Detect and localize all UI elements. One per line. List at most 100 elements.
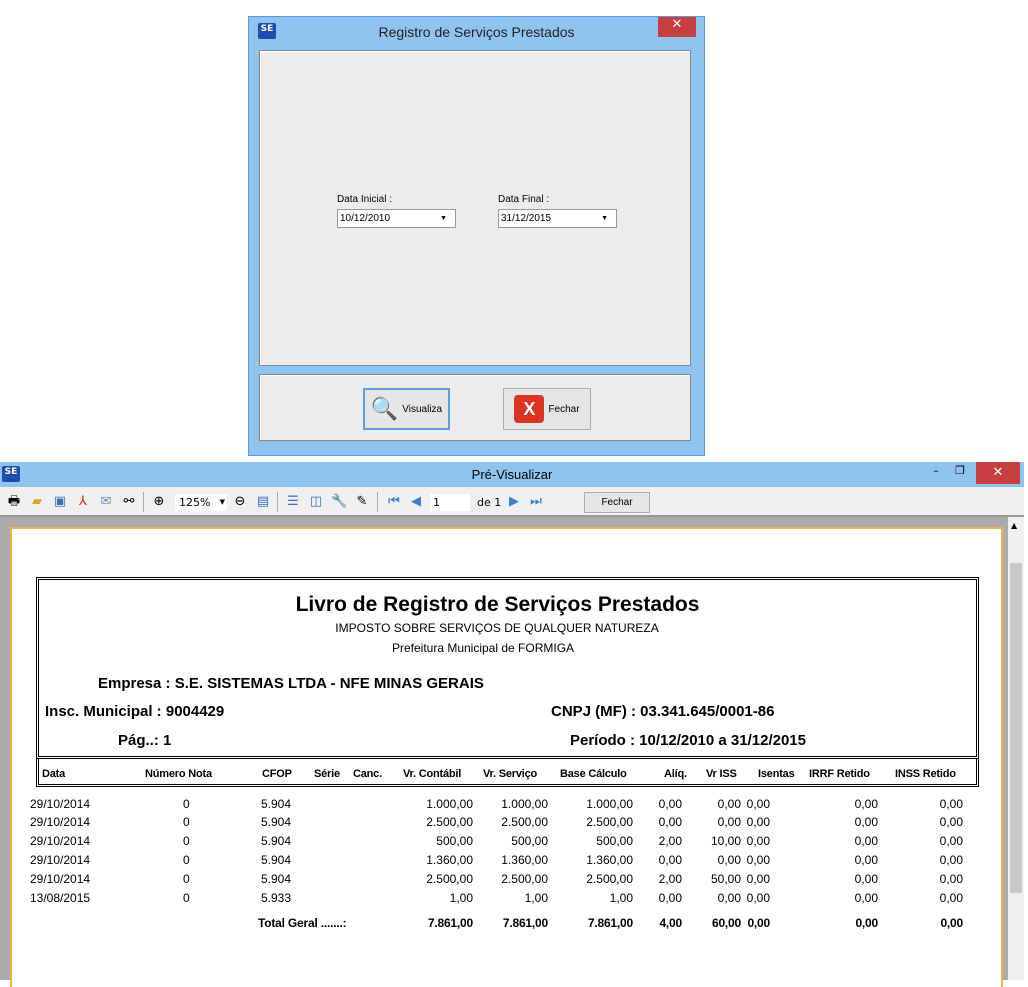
thumbnails-icon[interactable]: ◫ (309, 494, 323, 509)
chevron-down-icon[interactable]: ▼ (219, 498, 225, 506)
column-header-data: Data (42, 768, 66, 780)
cell-vr-iss: 0,00 (717, 815, 741, 829)
total-isentas: 0,00 (747, 916, 770, 930)
cell-cfop: 5.904 (261, 834, 292, 848)
cell-isentas: 0,00 (746, 834, 770, 848)
registro-dialog: SE Registro de Serviços Prestados ✕ Data… (248, 16, 705, 456)
last-page-icon[interactable]: ⏭ (530, 494, 542, 509)
zoom-select[interactable]: 125% ▼ (175, 494, 227, 511)
page-number-input[interactable]: 1 (430, 494, 470, 511)
total-base-calculo: 7.861,00 (587, 916, 633, 930)
column-header-base-calculo: Base Cálculo (560, 768, 627, 780)
data-inicial-picker[interactable]: 10/12/2010 ▼ (337, 209, 456, 228)
scroll-thumb[interactable] (1010, 563, 1022, 893)
zoom-out-icon[interactable]: ⊖ (234, 494, 246, 509)
cell-cfop: 5.904 (261, 797, 292, 811)
cell-isentas: 0,00 (746, 891, 770, 905)
column-header-numero-nota: Número Nota (145, 768, 212, 780)
cell-isentas: 0,00 (746, 872, 770, 886)
edit-icon[interactable]: ✎ (356, 494, 368, 509)
cell-numero-nota: 0 (183, 834, 190, 848)
cell-irrf-retido: 0,00 (854, 853, 878, 867)
close-button[interactable]: ✕ (658, 17, 696, 37)
find-icon[interactable]: ⚯ (123, 494, 135, 509)
cell-vr-iss: 0,00 (717, 891, 741, 905)
email-icon[interactable]: ✉ (100, 494, 112, 509)
cell-base-calculo: 2.500,00 (586, 815, 633, 829)
total-irrf-retido: 0,00 (855, 916, 878, 930)
open-icon[interactable]: ▰ (32, 494, 42, 509)
cell-base-calculo: 1.000,00 (586, 797, 633, 811)
magnifier-icon: 🔍 (370, 396, 399, 421)
zoom-in-icon[interactable]: ⊕ (153, 494, 165, 509)
fechar-button[interactable]: X Fechar (503, 388, 591, 430)
column-header-isentas: Isentas (758, 768, 795, 780)
save-icon[interactable]: ▣ (53, 494, 67, 509)
outline-icon[interactable]: ☰ (287, 494, 299, 509)
cell-vr-iss: 50,00 (710, 872, 741, 886)
report-page: Livro de Registro de Serviços Prestados … (10, 527, 1003, 987)
page-width-icon[interactable]: ▤ (256, 494, 270, 509)
filter-panel: Data Inicial : 10/12/2010 ▼ Data Final : … (259, 50, 691, 366)
cell-irrf-retido: 0,00 (854, 797, 878, 811)
cell-base-calculo: 500,00 (596, 834, 633, 848)
column-header-vr-iss: Vr ISS (706, 768, 737, 780)
data-final-label: Data Final : (498, 194, 550, 205)
cell-irrf-retido: 0,00 (854, 891, 878, 905)
data-final-picker[interactable]: 31/12/2015 ▼ (498, 209, 617, 228)
preview-title: Pré-Visualizar (471, 467, 553, 482)
report-subtitle: IMPOSTO SOBRE SERVIÇOS DE QUALQUER NATUR… (335, 621, 659, 635)
cell-vr-iss: 0,00 (717, 797, 741, 811)
cell-inss-retido: 0,00 (939, 853, 963, 867)
cell-base-calculo: 1,00 (609, 891, 633, 905)
first-page-icon[interactable]: ⏮ (388, 494, 400, 509)
column-header-vr-contabil: Vr. Contábil (403, 768, 462, 780)
print-icon[interactable]: 🖶 (7, 494, 21, 509)
cell-vr-servico: 500,00 (511, 834, 548, 848)
cell-numero-nota: 0 (183, 891, 190, 905)
report-prefeitura: Prefeitura Municipal de FORMIGA (391, 641, 575, 655)
column-header-vr-servico: Vr. Serviço (483, 768, 538, 780)
close-x-icon: X (514, 395, 545, 423)
preview-titlebar: SE Pré-Visualizar – ❐ ✕ (0, 462, 1024, 487)
cell-cfop: 5.933 (261, 891, 292, 905)
chevron-down-icon[interactable]: ▼ (601, 215, 608, 222)
scroll-up-icon[interactable]: ▲ (1011, 521, 1018, 530)
close-button[interactable]: ✕ (976, 462, 1020, 484)
column-header-cfop: CFOP (262, 768, 292, 780)
chevron-down-icon[interactable]: ▼ (440, 215, 447, 222)
cell-vr-servico: 1.360,00 (501, 853, 548, 867)
next-page-icon[interactable]: ▶ (509, 494, 519, 509)
fechar-preview-button[interactable]: Fechar (584, 492, 650, 513)
total-label: Total Geral .......: (258, 916, 347, 930)
column-header-serie: Série (314, 768, 340, 780)
report-header-box (36, 577, 979, 759)
cell-vr-iss: 0,00 (717, 853, 741, 867)
cell-inss-retido: 0,00 (939, 797, 963, 811)
vertical-scrollbar[interactable]: ▲ (1008, 517, 1024, 980)
total-vr-iss: 60,00 (711, 916, 741, 930)
total-aliq: 4,00 (659, 916, 682, 930)
cell-numero-nota: 0 (183, 797, 190, 811)
cell-irrf-retido: 0,00 (854, 834, 878, 848)
page-setup-icon[interactable]: 🔧 (331, 494, 348, 509)
cell-data: 29/10/2014 (30, 797, 91, 811)
separator (277, 492, 278, 512)
cell-cfop: 5.904 (261, 872, 292, 886)
cell-cfop: 5.904 (261, 815, 292, 829)
pdf-icon[interactable]: ⅄ (79, 494, 87, 509)
column-header-inss-retido: INSS Retido (895, 768, 956, 780)
maximize-button[interactable]: ❐ (955, 464, 965, 477)
cell-numero-nota: 0 (183, 853, 190, 867)
visualiza-button[interactable]: 🔍 Visualiza (363, 388, 450, 430)
cell-vr-contabil: 1,00 (449, 891, 473, 905)
zoom-value: 125% (179, 496, 211, 509)
cell-isentas: 0,00 (746, 815, 770, 829)
minimize-button[interactable]: – (933, 464, 939, 477)
cell-aliq: 0,00 (658, 797, 682, 811)
total-vr-servico: 7.861,00 (502, 916, 548, 930)
cell-vr-servico: 1,00 (524, 891, 548, 905)
data-inicial-value: 10/12/2010 (340, 213, 391, 224)
prev-page-icon[interactable]: ◀ (411, 494, 421, 509)
visualiza-label: Visualiza (402, 403, 443, 415)
